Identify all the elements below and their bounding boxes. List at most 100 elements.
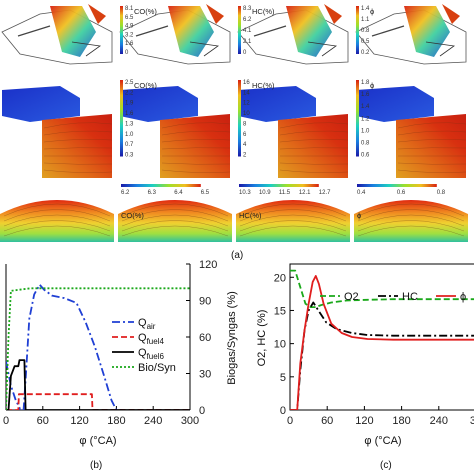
legend-entry-text: Bio/Syn <box>138 362 176 374</box>
colorbar-tick: 0.6 <box>361 153 370 159</box>
contour-map-r1-c4: 1.4 1.1 0.8 0.5 0.2 ϕ <box>355 4 467 65</box>
y-tick-label: 20 <box>274 272 286 284</box>
x-tick-label: 60 <box>37 415 49 427</box>
series-line-- <box>290 274 474 410</box>
colorbar-tick: 1.2 <box>361 116 370 122</box>
colorbar-tick: 6.5 <box>201 190 210 196</box>
chart-c-x-ticks: 0 60 120 180 240 30 <box>287 406 474 427</box>
x-tick-label: 120 <box>70 415 88 427</box>
colorbar-tick: 1.6 <box>361 92 370 98</box>
contour-map-r2-c1 <box>2 86 113 178</box>
colorbar-r1-c2 <box>120 6 123 54</box>
colorbar-tick: 0 <box>125 50 129 56</box>
colorbar-tick: 4 <box>243 142 247 148</box>
colorbar-label: HC(%) <box>252 7 275 16</box>
colorbar-tick: 1.3 <box>125 121 134 127</box>
y2-tick-label: 30 <box>199 369 211 381</box>
panel-label-c: (c) <box>380 460 392 471</box>
contour-map-r3-c4: 0.4 0.6 0.8 ϕ <box>354 182 468 242</box>
legend-entry-0: O2 <box>344 291 359 303</box>
chart-c-series <box>290 269 474 410</box>
colorbar-tick: 14 <box>243 90 250 96</box>
chart-b-x-ticks: 0 60 120 180 240 300 <box>3 406 199 427</box>
colorbar-tick: 1.0 <box>125 132 134 138</box>
colorbar-tick: 10.3 <box>239 190 251 196</box>
colorbar-label: CO(%) <box>134 7 157 16</box>
colorbar-tick: 0.8 <box>361 28 370 34</box>
colorbar-tick: 0.7 <box>125 142 134 148</box>
colorbar-r1-c3 <box>238 6 241 54</box>
colorbar-label: CO(%) <box>121 211 144 220</box>
colorbar-tick: 1.4 <box>361 6 370 12</box>
legend-entry-1: Qfuel4 <box>138 332 164 346</box>
legend-entry-text: Q <box>138 332 147 344</box>
colorbar-tick: 8.3 <box>243 6 252 12</box>
contour-map-r2-c4: 1.8 1.6 1.4 1.2 1.0 0.8 0.6 ϕ <box>356 80 467 178</box>
x-tick-label: 120 <box>355 415 373 427</box>
colorbar-tick: 10 <box>243 111 250 117</box>
colorbar-tick: 0 <box>243 50 247 56</box>
colorbar-label: HC(%) <box>239 211 262 220</box>
legend-entry-subscript: air <box>147 322 156 331</box>
colorbar-tick: 1.4 <box>361 104 370 110</box>
colorbar-tick: 6.2 <box>243 17 252 23</box>
series-line-o2 <box>290 269 474 309</box>
x-tick-label: 240 <box>144 415 162 427</box>
series-line-q-air <box>6 283 123 410</box>
colorbar-r1-c4 <box>356 6 359 54</box>
contour-map-r2-c2: 2.5 2.2 1.9 1.6 1.3 1.0 0.7 0.3 CO(%) <box>120 80 231 178</box>
colorbar-tick: 16 <box>243 80 250 86</box>
colorbar-tick: 12.1 <box>299 190 311 196</box>
legend-entry-text: Q <box>138 317 147 329</box>
y2-tick-label: 60 <box>199 332 211 344</box>
y-tick-label: 5 <box>280 372 286 384</box>
colorbar-tick: 0.2 <box>361 50 370 56</box>
chart-b-y2-ticks: 0 30 60 90 120 <box>186 259 217 417</box>
colorbar-label: ϕ <box>370 81 374 90</box>
colorbar-r3-c4 <box>357 184 437 187</box>
colorbar-tick: 4.9 <box>125 24 134 30</box>
colorbar-tick: 0.6 <box>397 190 406 196</box>
colorbar-tick: 8.1 <box>125 6 134 12</box>
colorbar-r3-c3 <box>239 184 319 187</box>
y2-tick-label: 120 <box>199 259 217 271</box>
panel-label-a: (a) <box>231 250 243 261</box>
contour-map-r2-c3: 16 14 12 10 8 6 4 2 HC(%) <box>238 80 349 178</box>
colorbar-tick: 6.5 <box>125 15 134 21</box>
colorbar-label: HC(%) <box>252 81 275 90</box>
x-tick-label: 60 <box>321 415 333 427</box>
colorbar-tick: 4.1 <box>243 28 252 34</box>
chart-b-y2-label: Biogas/Syngas (%) <box>226 291 238 385</box>
contour-map-r1-c1 <box>1 4 113 65</box>
colorbar-tick: 1.6 <box>125 111 134 117</box>
legend-entry-1: HC <box>402 291 418 303</box>
chart-b-series <box>6 283 190 410</box>
chart-c-y-label: O2, HC (%) <box>256 310 268 367</box>
colorbar-tick: 1.1 <box>361 17 370 23</box>
colorbar-tick: 8 <box>243 121 247 127</box>
x-tick-label: 180 <box>107 415 125 427</box>
y2-tick-label: 0 <box>199 405 205 417</box>
colorbar-tick: 2.1 <box>243 39 252 45</box>
chart-c: 0 60 120 180 240 30 0 5 10 15 20 O2 HC ϕ φ (°CA) O2… <box>256 263 474 471</box>
x-tick-label: 30 <box>470 415 474 427</box>
colorbar-tick: 0.8 <box>437 190 446 196</box>
colorbar-tick: 3.2 <box>125 32 134 38</box>
colorbar-r2-c4 <box>356 80 359 157</box>
x-tick-label: 0 <box>287 415 293 427</box>
series-line-bio-syn <box>6 287 190 410</box>
colorbar-tick: 0.5 <box>361 39 370 45</box>
legend-entry-2: ϕ <box>460 291 466 303</box>
colorbar-r2-c3 <box>238 80 241 157</box>
colorbar-tick: 0.3 <box>125 153 134 159</box>
y2-tick-label: 90 <box>199 296 211 308</box>
series-line-hc <box>290 301 474 410</box>
colorbar-tick: 6.3 <box>148 190 157 196</box>
colorbar-tick: 2.5 <box>125 80 134 86</box>
series-line-q-fuel6 <box>6 359 190 410</box>
colorbar-tick: 6 <box>243 132 247 138</box>
